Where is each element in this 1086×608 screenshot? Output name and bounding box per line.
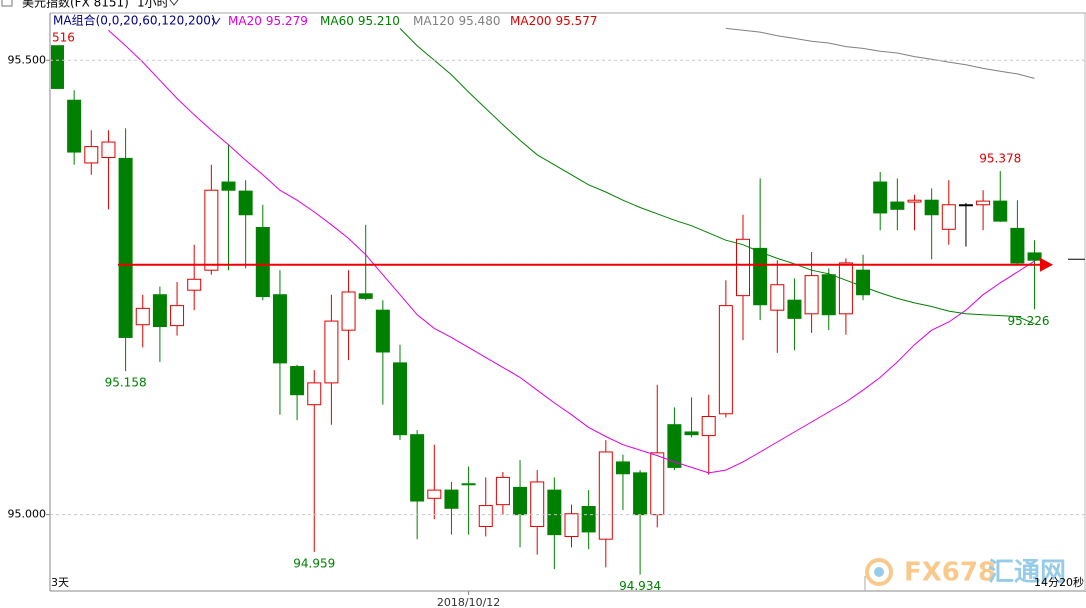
header-icon	[1, 0, 13, 7]
candle-body	[170, 305, 185, 327]
candle-body	[67, 99, 82, 153]
ma-line	[399, 28, 1035, 325]
candle-body	[924, 199, 939, 216]
watermark-brand: FX678	[904, 558, 996, 588]
legend-name: MA120	[413, 14, 454, 28]
header-dropdown	[169, 0, 179, 6]
candle-body	[753, 247, 768, 306]
reference-arrow	[1040, 257, 1053, 272]
candle-body	[564, 513, 579, 537]
extreme-label: 94.934	[619, 579, 661, 593]
legend-entry: MA120 95.480	[413, 14, 500, 28]
legend-value: 95.279	[266, 14, 308, 28]
candle-body	[787, 299, 802, 319]
candle-body	[804, 275, 819, 315]
candle-body	[1027, 252, 1042, 261]
legend-name: MA200	[510, 14, 551, 28]
candle-body	[581, 505, 596, 533]
candle-body	[324, 320, 339, 384]
candle-body	[770, 284, 785, 311]
candle-body	[272, 294, 287, 364]
watermark: FX678 汇通网	[865, 558, 1066, 588]
indicator-label: MA组合(0,0,20,60,120,200)	[53, 13, 216, 28]
candle-body	[615, 461, 630, 475]
candle-body	[152, 294, 167, 328]
legend-value: 95.480	[458, 14, 500, 28]
candle-body	[375, 309, 390, 353]
candle-body	[358, 293, 373, 299]
candle-body	[890, 201, 905, 210]
footer-left: 3天	[51, 576, 69, 589]
candle-body	[187, 278, 202, 291]
candle-body	[393, 362, 407, 436]
candle-body	[204, 189, 219, 271]
candle-body	[598, 451, 613, 540]
candle-body	[736, 238, 750, 297]
extreme-label: 95.158	[105, 376, 147, 390]
extreme-label: 94.959	[293, 556, 335, 570]
extreme-label: 95.378	[979, 152, 1021, 166]
candle-body	[684, 431, 699, 436]
extreme-label: 95.226	[1008, 314, 1050, 328]
candle-body	[51, 45, 64, 89]
footer-right: 14分20秒	[1034, 575, 1084, 589]
watermark-logo	[865, 558, 893, 586]
candle-body	[461, 483, 476, 486]
legend-entry: MA20 95.279	[228, 14, 308, 28]
y-tick-label: 95.000	[8, 508, 47, 521]
candle-body	[255, 226, 270, 298]
candle-body	[633, 472, 648, 516]
candle-body	[718, 305, 733, 415]
candle-body	[873, 181, 888, 214]
candle-body	[238, 190, 253, 216]
x-tick-label: 2018/10/12	[437, 596, 500, 608]
candle-body	[221, 181, 236, 191]
ma-line	[725, 27, 1035, 79]
candle-body	[941, 204, 956, 230]
candle-body	[650, 452, 665, 516]
candle-body	[444, 489, 459, 509]
candle-body	[427, 489, 442, 499]
candle-body	[993, 200, 1008, 222]
candle-body	[530, 481, 545, 527]
legend-entry: MA60 95.210	[320, 14, 400, 28]
legend-name: MA20	[228, 14, 262, 28]
watermark-name: 汇通网	[988, 558, 1066, 588]
y-tick-label: 95.500	[8, 53, 47, 66]
candle-body	[547, 489, 562, 536]
candle-body	[1010, 227, 1025, 264]
watermark-logo-core	[874, 567, 884, 577]
candle-body	[478, 505, 493, 527]
candle-body	[118, 157, 133, 338]
candle-body	[341, 291, 356, 331]
indicator-dropdown	[211, 17, 221, 25]
candle-body	[667, 424, 682, 468]
candle-body	[290, 366, 305, 396]
candle-body	[958, 204, 973, 207]
candle-body	[513, 486, 528, 516]
legend-value: 95.210	[358, 14, 400, 28]
candle-body	[701, 416, 716, 437]
legend-entry: MA200 95.577	[510, 14, 597, 28]
candle-body	[84, 146, 99, 164]
candle-body	[856, 269, 871, 296]
legend-value: 95.577	[555, 14, 597, 28]
ma-line	[108, 29, 1035, 474]
candle-body	[307, 382, 322, 406]
candle-body	[101, 141, 116, 158]
candle-body	[976, 200, 991, 206]
plot-area	[51, 27, 1085, 575]
header-title: 美元指数(FX 8151)	[22, 0, 129, 10]
header-period: 1小时	[137, 0, 169, 10]
top-label: 516	[52, 31, 75, 45]
legend-name: MA60	[320, 14, 354, 28]
candle-body	[410, 434, 425, 502]
candle-body	[821, 274, 836, 316]
candle-body	[135, 307, 150, 326]
candle-body	[838, 262, 853, 315]
candle-body	[495, 476, 510, 506]
candle-body	[907, 199, 922, 203]
